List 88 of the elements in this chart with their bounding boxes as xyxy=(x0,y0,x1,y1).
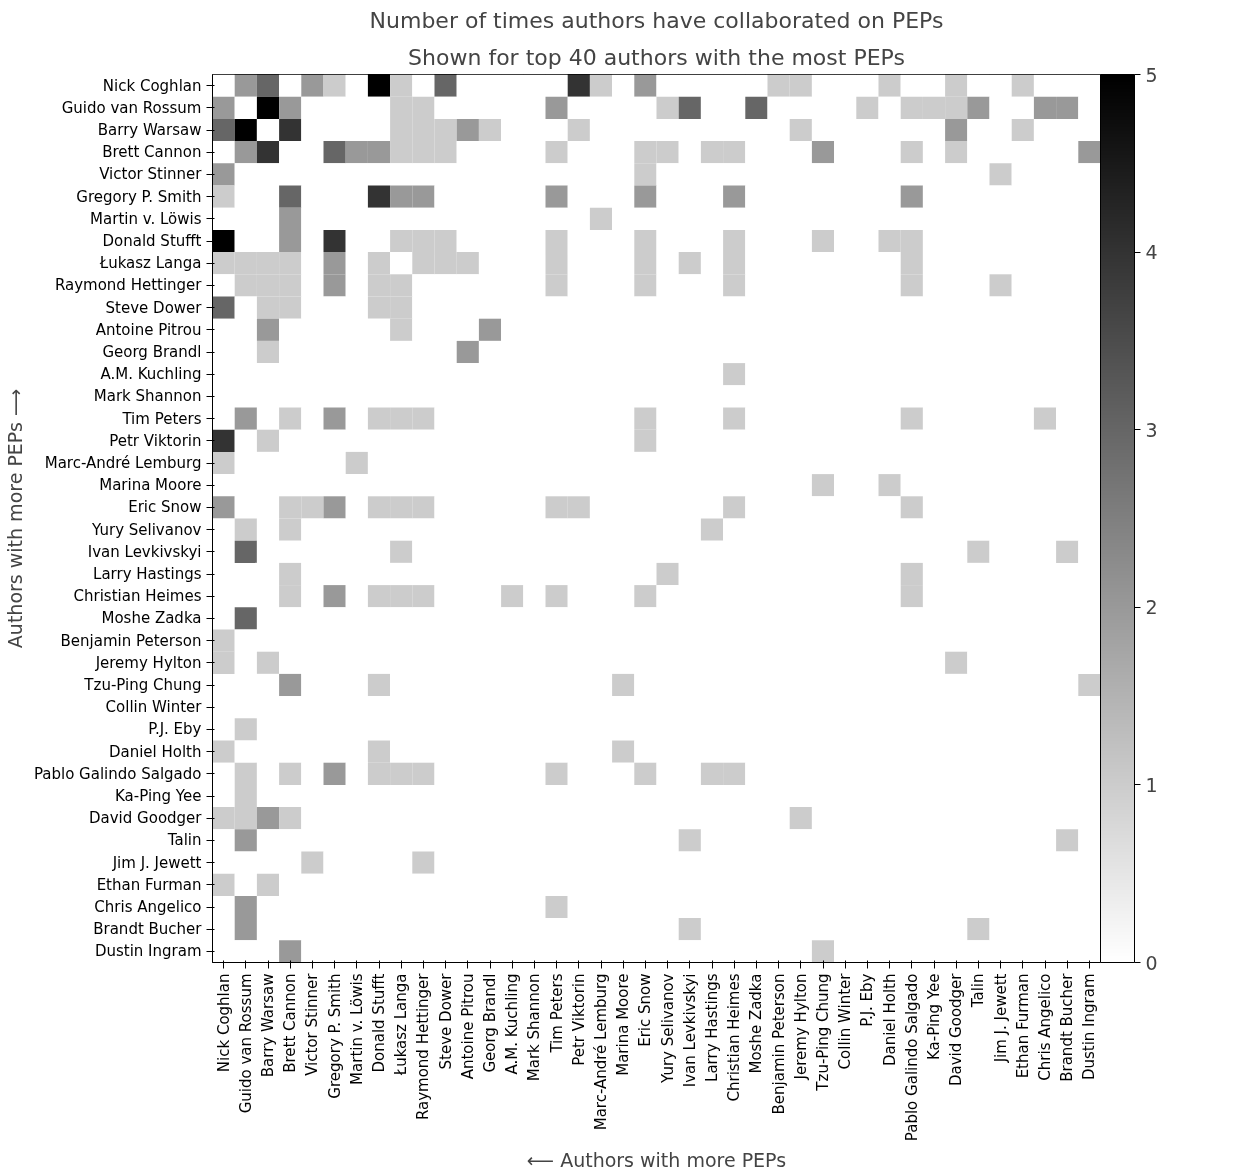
y-tick-label: Victor Stinner xyxy=(99,165,203,184)
y-tick-label: Raymond Hettinger xyxy=(54,276,203,295)
y-tick-label: A.M. Kuchling xyxy=(100,365,202,384)
y-tick-label: Jeremy Hylton xyxy=(94,653,202,672)
color-bar-label: 4 xyxy=(1145,241,1158,264)
y-tick-label: Benjamin Peterson xyxy=(60,631,202,650)
x-tick-label: Barry Warsaw xyxy=(259,973,277,1078)
x-tick-label: A.M. Kuchling xyxy=(503,973,522,1075)
y-tick-label: Petr Viktorin xyxy=(109,431,202,450)
x-tick-label: Jeremy Hylton xyxy=(791,973,810,1081)
x-tick-label: Antoine Pitrou xyxy=(458,973,477,1080)
x-tick-label: Pablo Galindo Salgado xyxy=(902,973,921,1142)
y-tick-label: David Goodger xyxy=(89,809,203,828)
x-tick-label: Larry Hastings xyxy=(703,973,721,1082)
x-tick-label: Mark Shannon xyxy=(525,973,544,1082)
y-tick-label: Eric Snow xyxy=(128,498,202,517)
chart-subtitle: Shown for top 40 authors with the most PEPs xyxy=(408,44,905,70)
color-bar-label: 5 xyxy=(1145,63,1158,86)
x-tick-label: Yury Selivanov xyxy=(658,973,677,1084)
x-tick-label: Martin v. Löwis xyxy=(347,973,366,1085)
y-tick-label: Guido van Rossum xyxy=(61,98,202,117)
x-tick-label: Moshe Zadka xyxy=(747,973,766,1074)
x-tick-label: Marina Moore xyxy=(614,973,633,1076)
y-tick-label: P.J. Eby xyxy=(148,720,202,739)
x-tick-label: Tim Peters xyxy=(547,973,566,1054)
y-tick-label: Ethan Furman xyxy=(96,875,202,894)
y-tick-label: Yury Selivanov xyxy=(91,520,202,539)
y-tick-label: Marina Moore xyxy=(99,476,202,495)
x-tick-label: P.J. Eby xyxy=(858,973,877,1027)
chart-title: Number of times authors have collaborated on PEPs xyxy=(369,7,944,33)
y-tick-label: Moshe Zadka xyxy=(101,609,202,628)
y-tick-label: Gregory P. Smith xyxy=(76,187,202,206)
x-tick-label: Chris Angelico xyxy=(1036,973,1054,1081)
y-tick-label: Donald Stufft xyxy=(102,232,202,250)
x-tick-label: Steve Dower xyxy=(436,972,455,1070)
x-tick-label: Marc-André Lemburg xyxy=(592,973,610,1131)
y-tick-label: Brett Cannon xyxy=(102,143,202,162)
y-tick-label: Marc-André Lemburg xyxy=(44,454,202,472)
x-tick-label: Brandt Bucher xyxy=(1058,972,1077,1082)
x-tick-label: Benjamin Peterson xyxy=(769,973,788,1115)
x-tick-label: Raymond Hettinger xyxy=(414,972,433,1121)
color-bar-label: 1 xyxy=(1145,773,1158,796)
x-tick-label: Georg Brandl xyxy=(481,973,499,1073)
y-tick-label: Georg Brandl xyxy=(102,343,202,361)
x-tick-label: Gregory P. Smith xyxy=(325,973,344,1099)
y-tick-label: Mark Shannon xyxy=(93,387,202,406)
y-axis-title: Authors with more PEPs ⟶ xyxy=(3,388,26,649)
x-tick-label: Ka-Ping Yee xyxy=(925,973,943,1060)
y-tick-label: Antoine Pitrou xyxy=(95,320,202,339)
y-tick-label: Christian Heimes xyxy=(73,587,202,606)
y-tick-label: Ka-Ping Yee xyxy=(115,787,202,805)
y-tick-label: Talin xyxy=(166,831,202,850)
x-axis-title: ⟵ Authors with more PEPs xyxy=(526,1149,787,1172)
x-tick-label: Collin Winter xyxy=(836,972,855,1070)
y-tick-label: Łukasz Langa xyxy=(98,254,202,273)
y-tick-label: Larry Hastings xyxy=(93,565,202,583)
y-tick-label: Tim Peters xyxy=(121,409,202,428)
x-tick-label: Dustin Ingram xyxy=(1080,973,1099,1081)
x-tick-label: Łukasz Langa xyxy=(392,973,411,1077)
x-tick-label: Tzu-Ping Chung xyxy=(814,973,832,1092)
x-tick-label: Eric Snow xyxy=(636,973,655,1047)
y-tick-label: Martin v. Löwis xyxy=(90,209,202,228)
y-tick-label: Daniel Holth xyxy=(108,742,202,761)
y-tick-label: Barry Warsaw xyxy=(97,121,202,139)
x-tick-label: Victor Stinner xyxy=(303,972,322,1076)
color-bar-label: 2 xyxy=(1145,596,1158,619)
x-tick-label: David Goodger xyxy=(947,972,966,1086)
x-tick-label: Brett Cannon xyxy=(281,973,300,1073)
x-tick-label: Jim J. Jewett xyxy=(991,973,1010,1064)
y-tick-label: Tzu-Ping Chung xyxy=(83,676,202,694)
x-tick-label: Petr Viktorin xyxy=(569,973,588,1066)
x-tick-label: Donald Stufft xyxy=(370,973,388,1073)
y-tick-label: Ivan Levkivskyi xyxy=(87,542,202,561)
y-tick-label: Chris Angelico xyxy=(94,898,202,916)
y-tick-label: Brandt Bucher xyxy=(93,920,203,939)
color-bar-label: 0 xyxy=(1145,951,1158,974)
color-bar-label: 3 xyxy=(1145,418,1158,441)
y-tick-label: Jim J. Jewett xyxy=(111,853,202,872)
x-tick-label: Talin xyxy=(969,973,988,1009)
x-tick-label: Daniel Holth xyxy=(880,973,899,1067)
y-tick-label: Collin Winter xyxy=(105,698,203,717)
x-tick-label: Ethan Furman xyxy=(1013,973,1032,1079)
y-tick-label: Nick Coghlan xyxy=(102,76,202,95)
x-tick-label: Christian Heimes xyxy=(725,973,744,1102)
x-tick-label: Ivan Levkivskyi xyxy=(680,973,699,1088)
y-tick-label: Steve Dower xyxy=(105,298,203,317)
y-tick-label: Pablo Galindo Salgado xyxy=(33,764,202,783)
y-tick-label: Dustin Ingram xyxy=(94,942,202,961)
